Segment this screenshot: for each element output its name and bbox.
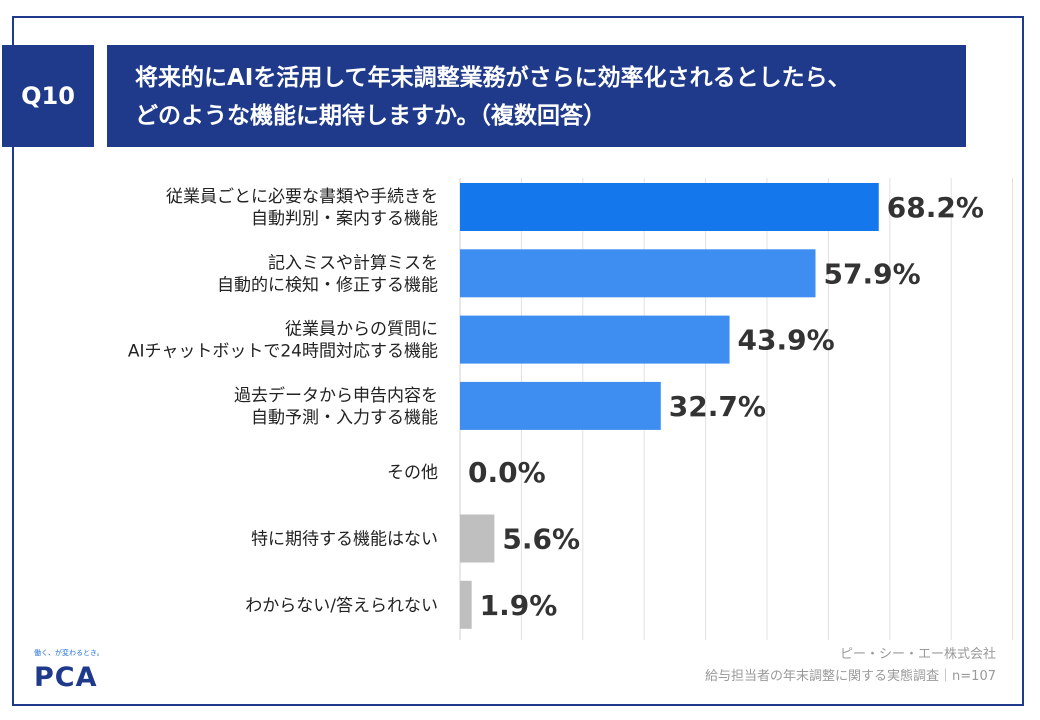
value-label: 68.2% bbox=[887, 191, 984, 224]
question-number-badge: Q10 bbox=[2, 45, 94, 147]
category-label: 記入ミスや計算ミスを bbox=[268, 253, 438, 273]
source-note: ピー・シー・エー株式会社 給与担当者の年末調整に関する実態調査｜n=107 bbox=[705, 644, 996, 688]
value-label: 43.9% bbox=[738, 324, 835, 357]
company-name: ピー・シー・エー株式会社 bbox=[839, 647, 996, 662]
category-label: その他 bbox=[387, 463, 438, 483]
category-label: AIチャットボットで24時間対応する機能 bbox=[128, 342, 438, 362]
chart-bars bbox=[460, 183, 879, 629]
value-labels: 68.2% 57.9% 43.9% 32.7% 0.0% 5.6% 1.9% bbox=[468, 191, 984, 622]
category-label: 過去データから申告内容を bbox=[234, 385, 438, 406]
chart-frame bbox=[12, 16, 1024, 706]
question-title-box: 将来的にAIを活用して年末調整業務がさらに効率化されるとしたら、 どのような機能… bbox=[107, 45, 966, 147]
category-label: 特に期待する機能はない bbox=[251, 530, 438, 550]
bar bbox=[460, 514, 495, 563]
category-label: わからない/答えられない bbox=[245, 596, 438, 616]
category-label: 自動予測・入力する機能 bbox=[251, 408, 438, 428]
pca-logo: 働く、が変わるとき。 PCA bbox=[34, 648, 114, 696]
bar bbox=[460, 249, 816, 298]
category-label: 従業員ごとに必要な書類や手続きを bbox=[166, 187, 438, 207]
value-label: 57.9% bbox=[824, 257, 921, 290]
logo-brand: PCA bbox=[34, 662, 98, 693]
value-label: 0.0% bbox=[468, 456, 546, 489]
survey-info: 給与担当者の年末調整に関する実態調査｜n=107 bbox=[705, 669, 996, 684]
category-label: 自動的に検知・修正する機能 bbox=[217, 275, 438, 295]
value-label: 1.9% bbox=[480, 589, 558, 622]
value-label: 5.6% bbox=[502, 523, 580, 556]
logo-tagline: 働く、が変わるとき。 bbox=[34, 649, 104, 657]
bar bbox=[460, 381, 661, 430]
bar bbox=[460, 315, 730, 364]
category-label: 自動判別・案内する機能 bbox=[251, 209, 438, 229]
category-labels: 従業員ごとに必要な書類や手続きを自動判別・案内する機能記入ミスや計算ミスを自動的… bbox=[128, 187, 438, 616]
category-label: 従業員からの質問に bbox=[285, 320, 438, 340]
bar bbox=[460, 183, 879, 231]
value-label: 32.7% bbox=[669, 390, 766, 423]
bar bbox=[460, 580, 472, 629]
question-number: Q10 bbox=[21, 82, 75, 110]
question-title-line-2: どのような機能に期待しますか。（複数回答） bbox=[135, 103, 607, 129]
question-title-line-1: 将来的にAIを活用して年末調整業務がさらに効率化されるとしたら、 bbox=[135, 65, 851, 91]
